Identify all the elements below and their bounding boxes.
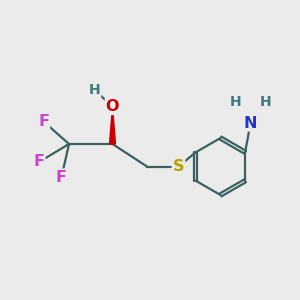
Text: O: O [106,99,119,114]
Text: F: F [56,169,67,184]
Text: H: H [230,95,241,109]
Text: F: F [34,154,44,169]
Text: N: N [244,116,257,130]
Polygon shape [110,106,116,144]
Text: H: H [260,95,271,109]
Text: S: S [173,159,184,174]
Text: F: F [38,114,49,129]
Text: H: H [89,83,100,97]
